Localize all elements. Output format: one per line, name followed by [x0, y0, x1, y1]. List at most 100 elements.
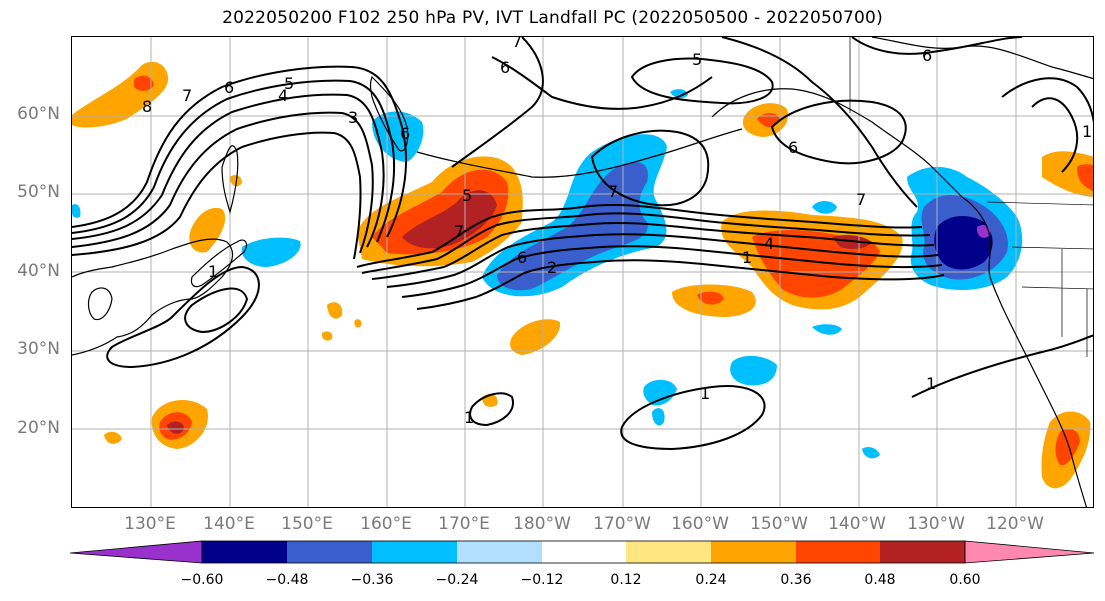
colorbar-bin [202, 541, 287, 563]
map-title: 2022050200 F102 250 hPa PV, IVT Landfall… [222, 8, 883, 28]
coastline-north [871, 37, 1093, 80]
contour-line [184, 287, 249, 334]
colorbar-tick-label: 0.24 [695, 572, 727, 588]
shade-negative [72, 204, 81, 218]
shade-positive [402, 190, 497, 249]
colorbar-bin [287, 541, 372, 563]
coastline-aleutians [416, 128, 743, 178]
contour-label: 7 [182, 86, 192, 105]
shade-positive [1055, 428, 1080, 466]
contour-line [401, 245, 943, 298]
contour-line [371, 221, 935, 280]
lon-label: 150°W [750, 514, 808, 534]
contour-label: 6 [500, 58, 510, 77]
grid-lines [72, 37, 1093, 507]
contour-label: 8 [142, 97, 152, 116]
map-panel: 8 7 6 5 4 3 6 5 6 7 5 7 6 2 7 6 1 4 7 1 … [71, 36, 1094, 508]
lat-label: 50°N [17, 182, 60, 202]
contour-label: 7 [454, 222, 464, 241]
contour-line [770, 99, 907, 165]
shade-positive [354, 319, 362, 328]
colorbar-extend-high [964, 540, 1095, 564]
shade-negative [372, 111, 424, 162]
contour-label: 7 [608, 182, 618, 201]
colorbar-bin [372, 541, 457, 563]
shade-negative [643, 379, 677, 406]
contour-line [630, 57, 774, 105]
contour-line [72, 111, 374, 254]
shade-positive [510, 319, 561, 355]
shade-negative [934, 215, 993, 270]
colorbar-tick-label: −0.36 [350, 572, 394, 588]
shade-positive [372, 169, 509, 255]
border-us-canada [986, 201, 1093, 206]
colorbar-bin [626, 541, 711, 563]
lon-label: 150°E [281, 514, 333, 534]
contour-line [72, 79, 395, 243]
contour-line [416, 259, 945, 310]
contour-label: 6 [922, 46, 932, 65]
contour-label: 5 [462, 186, 472, 205]
shade-negative [241, 237, 301, 267]
shade-positive [1077, 164, 1093, 192]
contour-label: 1 [1082, 122, 1092, 141]
contour-line [1031, 97, 1079, 173]
lat-label: 30°N [17, 339, 60, 359]
contour-label: 5 [284, 74, 294, 93]
lat-label: 60°N [17, 104, 60, 124]
contour-label: 5 [692, 50, 702, 69]
shade-negative [812, 324, 842, 335]
lon-label: 180°W [513, 514, 571, 534]
contour-line [72, 65, 408, 238]
colorbar-tick-label: 0.36 [780, 572, 812, 588]
shade-negative [652, 408, 665, 426]
shade-negative [730, 355, 777, 386]
contour-line [620, 385, 766, 451]
contour-line [590, 129, 710, 207]
contour-label: 1 [742, 248, 752, 267]
coastline-japan [190, 239, 248, 288]
lon-label: 170°W [593, 514, 651, 534]
contour-label: 2 [547, 258, 557, 277]
contour-line [106, 265, 260, 369]
border-states [1011, 246, 1093, 357]
lon-label: 160°E [360, 514, 412, 534]
contour-lines [72, 37, 1093, 451]
shade-positive [697, 291, 724, 305]
contour-line [491, 56, 713, 110]
colorbar-svg [69, 540, 1095, 564]
coastline-sakhalin [221, 145, 239, 215]
colorbar-bin [457, 541, 542, 563]
lat-label: 20°N [17, 418, 60, 438]
coastline-asia [72, 238, 234, 356]
colorbar-tick-label: −0.12 [520, 572, 564, 588]
shade-positive [104, 431, 122, 444]
coastline-na-west [961, 196, 1088, 507]
shade-negative [670, 89, 688, 99]
contour-label: 4 [764, 234, 774, 253]
colorbar-extend-low [69, 540, 203, 564]
contour-line [451, 37, 544, 168]
colorbar-tick-label: 0.60 [949, 572, 981, 588]
contour-label: 7 [512, 37, 522, 51]
shade-positive [1042, 151, 1093, 197]
map-canvas: 8 7 6 5 4 3 6 5 6 7 5 7 6 2 7 6 1 4 7 1 … [72, 37, 1093, 507]
shade-positive [189, 207, 226, 253]
colorbar-bin [711, 541, 796, 563]
shade-positive [72, 61, 169, 128]
contour-label: 1 [208, 262, 218, 281]
colorbar-tick-label: 0.48 [864, 572, 896, 588]
shade-positive [321, 331, 333, 341]
contour-line [361, 212, 931, 274]
colorbar-tick-label: −0.60 [180, 572, 224, 588]
coastline-korea [87, 287, 113, 321]
colorbar-bin [880, 541, 965, 563]
contour-line [469, 392, 514, 427]
lon-label: 160°W [671, 514, 729, 534]
contour-label: 7 [856, 190, 866, 209]
lon-label: 130°E [124, 514, 176, 534]
shade-positive [167, 421, 184, 434]
lon-label: 170°E [438, 514, 490, 534]
colorbar [69, 540, 1096, 570]
contour-line [851, 37, 1023, 55]
